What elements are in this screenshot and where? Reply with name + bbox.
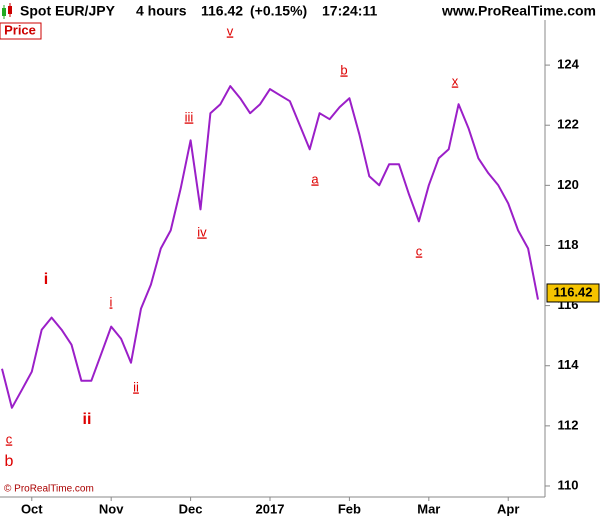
last-price: 116.42 [201,3,243,19]
y-tick-label: 114 [558,357,580,372]
price-label: Price [4,22,36,37]
wave-label: i [44,271,48,288]
wave-label: c [6,431,13,446]
timeframe: 4 hours [136,3,187,19]
price-line [1,85,539,409]
y-tick-label: 110 [558,477,579,492]
y-tick-label: 118 [558,237,579,252]
wave-label: c [416,243,423,258]
x-tick-label: Oct [21,501,43,516]
wave-label: x [452,73,459,88]
x-tick-label: 2017 [256,501,285,516]
time: 17:24:11 [322,3,377,19]
x-tick-label: Dec [179,501,203,516]
price-box [0,22,42,40]
wave-label: iv [197,224,207,239]
wave-label: ii [83,411,92,428]
x-tick-label: Mar [417,501,440,516]
header-icon [2,3,12,19]
site: www.ProRealTime.com [441,3,596,19]
copyright: © ProRealTime.com [4,484,94,495]
last-price-tag-label: 116.42 [553,284,592,299]
wave-label: b [5,453,14,470]
wave-label: i [110,294,113,309]
y-tick-label: 120 [557,177,579,192]
wave-label: ii [133,379,139,394]
y-tick-label: 124 [557,57,579,72]
x-tick-label: Feb [338,501,361,516]
y-tick-label: 112 [558,417,579,432]
wave-label: a [311,171,319,186]
change: (+0.15%) [250,3,307,19]
y-tick-label: 122 [557,117,579,132]
wave-label: v [227,23,234,38]
last-price-tag [546,283,600,303]
symbol: Spot EUR/JPY [20,3,116,19]
wave-label: b [340,62,347,77]
wave-label: iii [185,109,194,124]
x-tick-label: Nov [99,501,124,516]
x-tick-label: Apr [497,501,519,516]
